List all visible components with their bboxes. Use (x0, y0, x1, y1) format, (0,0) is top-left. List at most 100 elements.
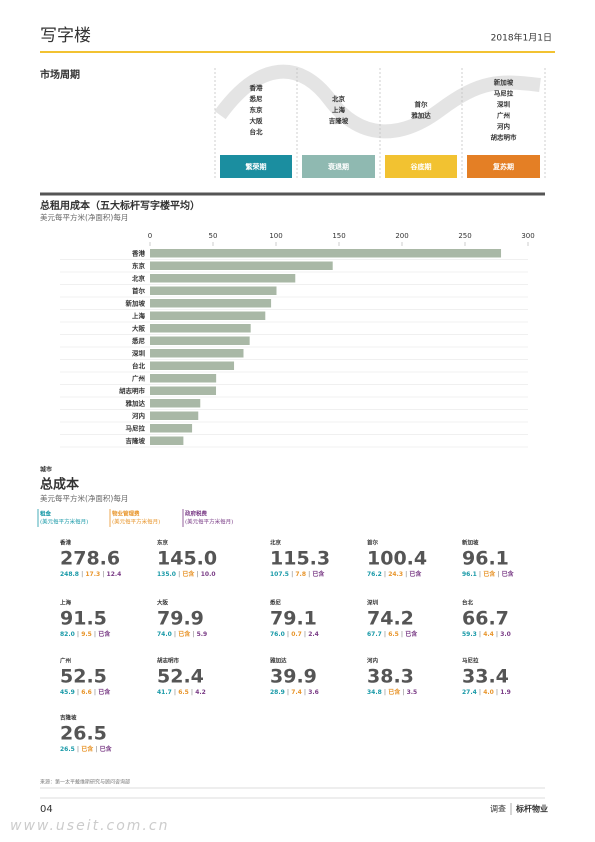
cost-part: 已含 (100, 745, 113, 753)
header-date: 2018年1月1日 (491, 32, 552, 44)
cost-part: 9.5 (81, 631, 92, 638)
separator: | (403, 571, 409, 578)
legend-unit: (美元每平方米每月) (112, 518, 160, 526)
cycle-title: 市场周期 (40, 68, 80, 81)
bar (150, 299, 272, 308)
category-label: 台北 (132, 361, 146, 370)
separator: | (494, 689, 500, 696)
phase-label: 谷底期 (411, 162, 432, 171)
city-name: 上海 (60, 599, 72, 607)
city-name: 台北 (462, 599, 474, 607)
city-total: 145.0 (157, 548, 217, 570)
x-tick-label: 300 (521, 232, 534, 240)
cost-part: 5.9 (197, 631, 208, 638)
separator: | (302, 689, 308, 696)
phase-city: 广州 (497, 111, 510, 120)
cost-part: 24.3 (388, 571, 403, 578)
phase-city: 新加坡 (494, 78, 514, 87)
phase-box (385, 155, 457, 178)
phase-city: 深圳 (497, 100, 511, 109)
city-name: 广州 (60, 657, 72, 665)
cost-part: 4.4 (483, 631, 494, 638)
separator: | (494, 631, 500, 638)
footer-brand: 标杆物业 (515, 804, 548, 814)
separator: | (382, 631, 388, 638)
city-breakdown: 74.0 | 已含 | 5.9 (157, 630, 207, 638)
city-breakdown: 248.8 | 17.3 | 12.4 (60, 571, 121, 578)
footer-section: 调查 (490, 804, 506, 814)
x-tick-label: 100 (269, 232, 282, 240)
separator: | (176, 571, 182, 578)
bar (150, 249, 502, 258)
city-breakdown: 76.0 | 0.7 | 2.4 (270, 631, 319, 638)
city-breakdown: 96.1 | 已含 | 已含 (462, 570, 515, 578)
cost-part: 76.2 (367, 571, 382, 578)
separator: | (477, 571, 483, 578)
cost-part: 10.0 (201, 571, 216, 578)
city-name: 东京 (157, 539, 169, 547)
cost-part: 248.8 (60, 571, 79, 578)
bar (150, 399, 201, 408)
phase-city: 河内 (497, 122, 510, 131)
separator: | (495, 571, 501, 578)
cost-part: 28.9 (270, 689, 285, 696)
city-total: 115.3 (270, 548, 330, 570)
separator: | (289, 571, 295, 578)
phase-box (302, 155, 375, 178)
category-label: 新加坡 (126, 298, 146, 307)
separator: | (285, 689, 291, 696)
watermark: www.useit.com.cn (10, 818, 169, 834)
legend-unit: (美元每平方米每月) (185, 518, 233, 526)
separator: | (92, 689, 98, 696)
cost-part: 45.9 (60, 689, 75, 696)
phase-city: 雅加达 (411, 111, 431, 120)
bar (150, 336, 250, 345)
cost-part: 已含 (182, 570, 195, 578)
bar (150, 374, 217, 383)
bar (150, 424, 193, 433)
city-breakdown: 45.9 | 6.6 | 已含 (60, 688, 111, 696)
cost-part: 59.3 (462, 631, 477, 638)
separator: | (75, 746, 81, 753)
city-name: 悉尼 (270, 599, 282, 607)
city-name: 首尔 (367, 539, 379, 547)
separator: | (400, 689, 406, 696)
phase-city: 香港 (250, 83, 264, 92)
city-breakdown: 67.7 | 6.5 | 已含 (367, 630, 418, 638)
total-title: 总成本 (40, 477, 79, 493)
category-label: 胡志明市 (119, 386, 146, 395)
header-title: 写字楼 (40, 26, 91, 46)
phase-city: 上海 (332, 105, 346, 114)
city-total: 39.9 (270, 666, 317, 688)
city-total: 66.7 (462, 608, 509, 630)
city-total: 38.3 (367, 666, 414, 688)
phase-label: 衰退期 (327, 162, 349, 171)
separator: | (189, 689, 195, 696)
bar (150, 411, 199, 420)
city-breakdown: 59.3 | 4.4 | 3.0 (462, 631, 511, 638)
separator: | (172, 689, 178, 696)
bar (150, 311, 266, 320)
cost-part: 已含 (98, 630, 111, 638)
city-name: 吉隆坡 (60, 714, 77, 722)
separator: | (92, 631, 98, 638)
bar (150, 436, 184, 445)
phase-box (220, 155, 292, 178)
separator: | (306, 571, 312, 578)
phase-label: 复苏期 (492, 162, 514, 171)
separator: | (172, 631, 178, 638)
separator: | (399, 631, 405, 638)
city-breakdown: 27.4 | 4.0 | 1.9 (462, 689, 511, 696)
bar (150, 324, 251, 333)
category-label: 悉尼 (131, 336, 146, 345)
city-breakdown: 28.9 | 7.4 | 3.6 (270, 689, 319, 696)
city-breakdown: 82.0 | 9.5 | 已含 (60, 630, 111, 638)
city-breakdown: 76.2 | 24.3 | 已含 (367, 570, 422, 578)
city-breakdown: 34.8 | 已含 | 3.5 (367, 688, 417, 696)
x-tick-label: 150 (332, 232, 345, 240)
separator: | (190, 631, 196, 638)
legend-unit: (美元每平方米每月) (40, 518, 88, 526)
city-breakdown: 41.7 | 6.5 | 4.2 (157, 689, 206, 696)
category-label: 北京 (132, 273, 146, 282)
